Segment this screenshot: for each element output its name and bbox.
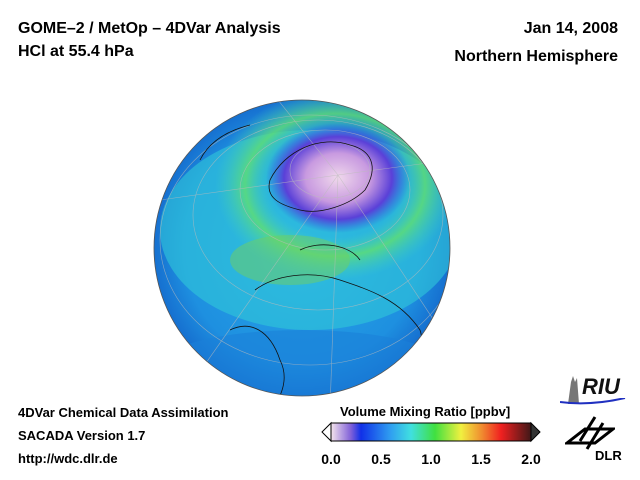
colorbar-tick: 1.0: [421, 451, 441, 467]
colorbar-label: Volume Mixing Ratio [ppbv]: [340, 404, 511, 419]
footer-link[interactable]: http://wdc.dlr.de: [18, 451, 118, 466]
date-label: Jan 14, 2008: [523, 20, 618, 37]
dlr-logo: DLR: [565, 415, 625, 465]
colorbar-min-arrow: [321, 421, 332, 443]
title-line1: GOME–2 / MetOp – 4DVar Analysis: [18, 20, 281, 37]
colorbar-tick: 0.0: [321, 451, 341, 467]
title-line2: HCl at 55.4 hPa: [18, 43, 134, 60]
colorbar-tick: 1.5: [471, 451, 491, 467]
footer-line1: 4DVar Chemical Data Assimilation: [18, 405, 229, 420]
colorbar-max-arrow: [530, 421, 541, 443]
riu-logo: RIU: [560, 374, 630, 406]
region-label: Northern Hemisphere: [454, 48, 618, 65]
colorbar-tick: 2.0: [521, 451, 541, 467]
footer-line2: SACADA Version 1.7: [18, 428, 146, 443]
colorbar: [321, 421, 541, 443]
colorbar-tick: 0.5: [371, 451, 391, 467]
